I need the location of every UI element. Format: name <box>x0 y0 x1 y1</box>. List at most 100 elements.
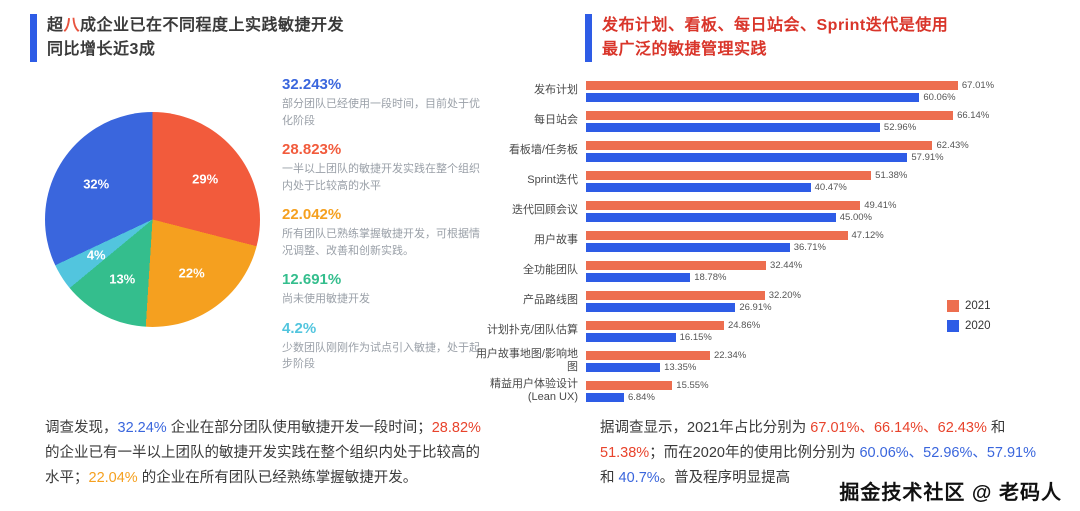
text-segment: 发布计划、看板、每日站会、Sprint迭代是使用 <box>602 17 949 34</box>
text-segment: 据调查显示，2021年占比分别为 <box>600 420 811 436</box>
pie-chart: 29% 22% 13% 4% 32% <box>45 112 260 327</box>
legend-label: 2021 <box>965 300 991 312</box>
bar-value-label: 51.38% <box>875 169 908 181</box>
text-segment: 企业在部分团队使用敏捷开发一段时间； <box>166 420 432 436</box>
bar-line-2021: 15.55% <box>586 379 1060 391</box>
bar-row: 产品路线图 32.20% 26.91% <box>468 286 1060 316</box>
pie-slice-label: 22% <box>178 265 205 281</box>
bar-group: 15.55% 6.84% <box>586 379 1060 403</box>
bar-value-label: 32.20% <box>768 289 801 301</box>
bar-2021 <box>586 350 710 360</box>
bar-value-label: 15.55% <box>676 379 709 391</box>
stat-desc: 尚未使用敏捷开发 <box>282 293 370 305</box>
pie-slice-label: 29% <box>192 171 219 187</box>
bar-2021 <box>586 110 954 120</box>
stat-item: 12.691% 尚未使用敏捷开发 <box>282 271 482 308</box>
bar-row: 看板墙/任务板 62.43% 57.91% <box>468 136 1060 166</box>
bar-2020 <box>586 392 624 402</box>
bar-value-label: 57.91% <box>911 151 944 163</box>
text-segment: 60.06%、52.96%、57.91% <box>859 444 1037 461</box>
bar-2020 <box>586 302 736 312</box>
bar-group: 22.34% 13.35% <box>586 349 1060 373</box>
bar-value-label: 36.71% <box>793 241 826 253</box>
bar-group: 49.41% 45.00% <box>586 199 1060 223</box>
bar-line-2020: 16.15% <box>586 331 1060 343</box>
watermark: 掘金技术社区 @ 老码人 <box>839 482 1062 504</box>
bar-value-label: 60.06% <box>923 91 956 103</box>
bar-2020 <box>586 152 908 162</box>
bar-value-label: 47.12% <box>851 229 884 241</box>
right-title-accent-bar <box>585 14 592 62</box>
legend-item-2021: 2021 <box>947 300 991 312</box>
bar-value-label: 66.14% <box>957 109 990 121</box>
bar-group: 67.01% 60.06% <box>586 79 1060 103</box>
bar-value-label: 13.35% <box>664 361 697 373</box>
bar-value-label: 62.43% <box>936 139 969 151</box>
bar-2020 <box>586 272 691 282</box>
bar-group: 32.44% 18.78% <box>586 259 1060 283</box>
bar-2020 <box>586 92 920 102</box>
text-segment: 67.01%、66.14%、62.43% <box>810 420 987 436</box>
stat-value: 4.2% <box>282 319 317 337</box>
bar-row: 用户故事地图/影响地图 22.34% 13.35% <box>468 346 1060 376</box>
bar-2021 <box>586 380 673 390</box>
bar-category-label: 发布计划 <box>534 84 578 97</box>
bar-category-label: Sprint迭代 <box>527 174 578 187</box>
bar-category-label: 迭代回顾会议 <box>512 204 578 217</box>
bar-chart: 发布计划 67.01% 60.06% 每日站会 66.14% 52.96% 看板墙/任务板 6… <box>468 76 1060 406</box>
stat-desc: 部分团队已经使用一段时间，目前处于优化阶段 <box>282 98 480 127</box>
bar-value-label: 45.00% <box>839 211 872 223</box>
bar-line-2021: 32.20% <box>586 289 1060 301</box>
left-title-line2: 同比增长近3成 <box>47 41 156 58</box>
bar-2021 <box>586 140 933 150</box>
legend-swatch <box>947 300 959 312</box>
right-title-line2: 最广泛的敏捷管理实践 <box>602 38 948 62</box>
bar-value-label: 67.01% <box>961 79 995 91</box>
bar-value-label: 22.34% <box>713 349 747 361</box>
bar-line-2021: 67.01% <box>586 79 1060 91</box>
bar-line-2021: 51.38% <box>586 169 1060 181</box>
legend-label: 2020 <box>965 320 991 332</box>
bar-value-label: 26.91% <box>739 301 772 313</box>
bar-value-label: 18.78% <box>694 271 727 283</box>
bar-line-2021: 47.12% <box>586 229 1060 241</box>
bar-2020 <box>586 332 676 342</box>
bar-line-2021: 24.86% <box>586 319 1060 331</box>
text-segment: ；而在2020年的使用比例分别为 <box>649 444 860 461</box>
bar-group: 47.12% 36.71% <box>586 229 1060 253</box>
text-segment: 八 <box>63 17 81 34</box>
bar-2020 <box>586 242 790 252</box>
bar-value-label: 40.47% <box>814 181 847 193</box>
bar-2021 <box>586 200 861 210</box>
bar-row: 计划扑克/团队估算 24.86% 16.15% <box>468 316 1060 346</box>
bar-line-2020: 60.06% <box>586 91 1060 103</box>
bar-2020 <box>586 182 811 192</box>
text-segment: 最广泛的敏捷管理实践 <box>602 41 768 58</box>
bar-2021 <box>586 80 958 90</box>
bar-value-label: 52.96% <box>883 121 917 133</box>
bar-value-label: 32.44% <box>770 259 803 271</box>
bar-2021 <box>586 260 767 270</box>
bar-category-label: 产品路线图 <box>523 294 578 307</box>
text-segment: 22.04% <box>88 469 138 486</box>
stat-value: 28.823% <box>282 141 342 158</box>
bar-2020 <box>586 122 880 132</box>
text-segment: 和 <box>986 420 1006 436</box>
text-segment: 28.82% <box>431 420 481 436</box>
stat-desc: 一半以上团队的敏捷开发实践在整个组织内处于比较高的水平 <box>282 163 480 192</box>
text-segment: 51.38% <box>600 444 650 461</box>
pie-stats-list: 32.243% 部分团队已经使用一段时间，目前处于优化阶段 28.823% 一半以上团… <box>282 76 482 385</box>
bar-chart-legend: 2021 2020 <box>947 300 991 340</box>
bar-line-2020: 26.91% <box>586 301 1060 313</box>
text-segment: 和 <box>600 469 619 486</box>
stat-value: 12.691% <box>282 271 342 288</box>
stat-value: 22.042% <box>282 206 342 223</box>
pie-slice-label: 13% <box>109 271 136 287</box>
bar-row: 每日站会 66.14% 52.96% <box>468 106 1060 136</box>
text-segment: 的企业在所有团队已经熟练掌握敏捷开发。 <box>137 469 418 486</box>
right-panel-title: 发布计划、看板、每日站会、Sprint迭代是使用 最广泛的敏捷管理实践 <box>585 14 948 62</box>
text-segment: 。普及程序明显提高 <box>659 469 791 486</box>
bar-2021 <box>586 170 872 180</box>
bar-2021 <box>586 230 848 240</box>
